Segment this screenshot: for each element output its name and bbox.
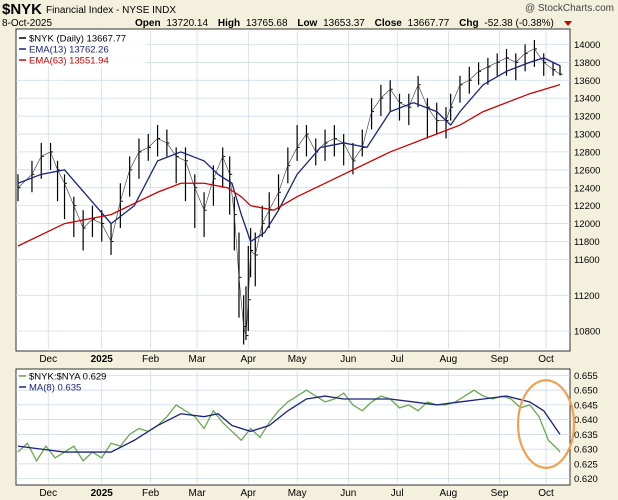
down-arrow-icon (564, 21, 572, 26)
y-tick-label: 10800 (574, 327, 600, 338)
x-tick-label: Jun (340, 354, 356, 365)
ratio-grid (16, 371, 570, 483)
y-tick-label: 11200 (574, 291, 600, 302)
y-tick-label: 12000 (574, 219, 600, 230)
y-tick-label: 0.650 (574, 386, 598, 397)
y-tick-label: 0.645 (574, 400, 598, 411)
x-tick-label: Jun (340, 488, 356, 499)
legend-label: MA(8) 0.635 (29, 383, 81, 394)
x-tick-label: Sep (491, 488, 509, 499)
x-tick-label: Jul (391, 488, 404, 499)
price-y-axis: 10800 11200 11600 11800 12000 12200 12400 12600… (574, 40, 600, 338)
x-tick-label: Feb (142, 354, 160, 365)
y-tick-label: 0.625 (574, 459, 598, 470)
y-tick-label: 13600 (574, 76, 600, 87)
ema13-line (17, 57, 561, 243)
y-tick-label: 0.640 (574, 415, 598, 426)
x-tick-label: Dec (39, 354, 57, 365)
y-tick-label: 12200 (574, 201, 600, 212)
ratio-ma-line (17, 395, 561, 453)
y-tick-label: 11800 (574, 237, 600, 248)
ratio-y-axis: 0.620 0.625 0.630 0.635 0.640 0.645 0.650 0.655 (574, 371, 598, 485)
x-tick-label: 2025 (91, 354, 114, 365)
legend-label: EMA(13) 13762.26 (29, 45, 109, 56)
x-axis-top: Dec 2025 Feb Mar Apr May Jun Jul Aug Sep Oct (39, 354, 554, 365)
x-tick-label: Mar (188, 488, 206, 499)
y-tick-label: 12600 (574, 165, 600, 176)
price-grid (16, 31, 570, 349)
legend-box (18, 32, 146, 66)
x-tick-label: May (288, 488, 307, 499)
index-name: Financial Index - NYSE INDX (46, 5, 176, 16)
x-tick-label: Apr (241, 354, 257, 365)
x-tick-label: Jul (391, 354, 404, 365)
x-tick-label: 2025 (91, 488, 114, 499)
symbol-title: $NYK (2, 1, 42, 18)
ratio-panel (15, 368, 571, 486)
y-tick-label: 13200 (574, 112, 600, 123)
x-tick-label: Aug (439, 354, 457, 365)
x-axis-bottom: Dec 2025 Feb Mar Apr May Jun Jul Aug Sep Oct (39, 488, 554, 499)
date-label: 8-Oct-2025 (2, 18, 52, 29)
y-tick-label: 12400 (574, 183, 600, 194)
y-tick-label: 14000 (574, 40, 600, 51)
y-tick-label: 11600 (574, 255, 600, 266)
x-tick-label: Mar (188, 354, 206, 365)
legend-label: $NYK (Daily) 13667.77 (29, 34, 126, 45)
highlight-ellipse-shape (516, 379, 576, 469)
watermark: @ StockCharts.com (525, 3, 614, 14)
y-tick-label: 13800 (574, 58, 600, 69)
legend-label: $NYK:$NYA 0.629 (29, 372, 106, 383)
price-close-line (17, 48, 561, 336)
highlight-ellipse (516, 379, 576, 469)
ratio-series (17, 389, 561, 463)
y-tick-label: 0.635 (574, 430, 598, 441)
y-tick-label: 0.630 (574, 445, 598, 456)
legend-label: EMA(63) 13551.94 (29, 56, 109, 67)
y-tick-label: 13000 (574, 130, 600, 141)
x-tick-label: Oct (538, 488, 554, 499)
x-tick-label: Oct (538, 354, 554, 365)
y-tick-label: 0.655 (574, 371, 598, 382)
x-tick-label: May (288, 354, 307, 365)
x-tick-label: Aug (439, 488, 457, 499)
price-series (17, 39, 563, 345)
ratio-line (17, 389, 561, 463)
y-tick-label: 12800 (574, 147, 600, 158)
x-tick-label: Apr (241, 488, 257, 499)
price-panel (15, 28, 571, 352)
x-tick-label: Feb (142, 488, 160, 499)
x-tick-label: Dec (39, 488, 57, 499)
ohlc-readout: Open 13720.14 High 13765.68 Low 13653.37… (135, 18, 554, 29)
y-tick-label: 0.620 (574, 474, 598, 485)
ema63-line (17, 83, 561, 247)
y-tick-label: 13400 (574, 94, 600, 105)
x-tick-label: Sep (491, 354, 509, 365)
